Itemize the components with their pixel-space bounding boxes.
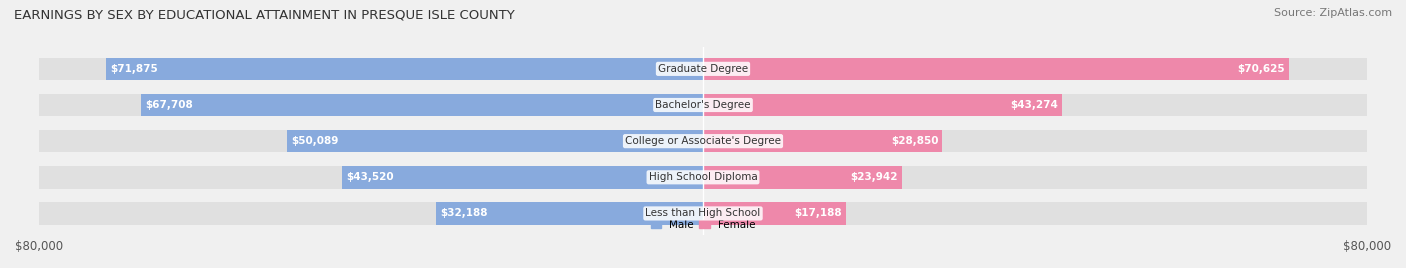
Bar	[39, 202, 703, 225]
Text: $43,520: $43,520	[346, 172, 394, 182]
Text: $43,274: $43,274	[1010, 100, 1057, 110]
Bar	[141, 94, 703, 116]
Text: $32,188: $32,188	[440, 209, 488, 218]
Bar	[703, 130, 942, 152]
Text: $23,942: $23,942	[851, 172, 897, 182]
Text: $28,850: $28,850	[891, 136, 938, 146]
Bar	[107, 58, 703, 80]
Bar	[703, 58, 1289, 80]
Text: $67,708: $67,708	[145, 100, 193, 110]
Bar	[703, 94, 1367, 116]
Text: $50,089: $50,089	[291, 136, 339, 146]
Text: $17,188: $17,188	[794, 209, 842, 218]
Text: Less than High School: Less than High School	[645, 209, 761, 218]
Bar	[342, 166, 703, 188]
Text: Bachelor's Degree: Bachelor's Degree	[655, 100, 751, 110]
Bar	[703, 202, 845, 225]
Bar	[39, 130, 703, 152]
Text: Graduate Degree: Graduate Degree	[658, 64, 748, 74]
Text: High School Diploma: High School Diploma	[648, 172, 758, 182]
Bar	[703, 58, 1367, 80]
Text: Source: ZipAtlas.com: Source: ZipAtlas.com	[1274, 8, 1392, 18]
Bar	[703, 130, 1367, 152]
Text: College or Associate's Degree: College or Associate's Degree	[626, 136, 780, 146]
Bar	[39, 166, 703, 188]
Text: EARNINGS BY SEX BY EDUCATIONAL ATTAINMENT IN PRESQUE ISLE COUNTY: EARNINGS BY SEX BY EDUCATIONAL ATTAINMEN…	[14, 8, 515, 21]
Bar	[287, 130, 703, 152]
Bar	[39, 94, 703, 116]
Bar	[703, 94, 1062, 116]
Bar	[39, 58, 703, 80]
Bar	[436, 202, 703, 225]
Text: $71,875: $71,875	[111, 64, 159, 74]
Bar	[703, 166, 1367, 188]
Bar	[703, 166, 901, 188]
Bar	[703, 202, 1367, 225]
Legend: Male, Female: Male, Female	[647, 215, 759, 234]
Text: $70,625: $70,625	[1237, 64, 1285, 74]
